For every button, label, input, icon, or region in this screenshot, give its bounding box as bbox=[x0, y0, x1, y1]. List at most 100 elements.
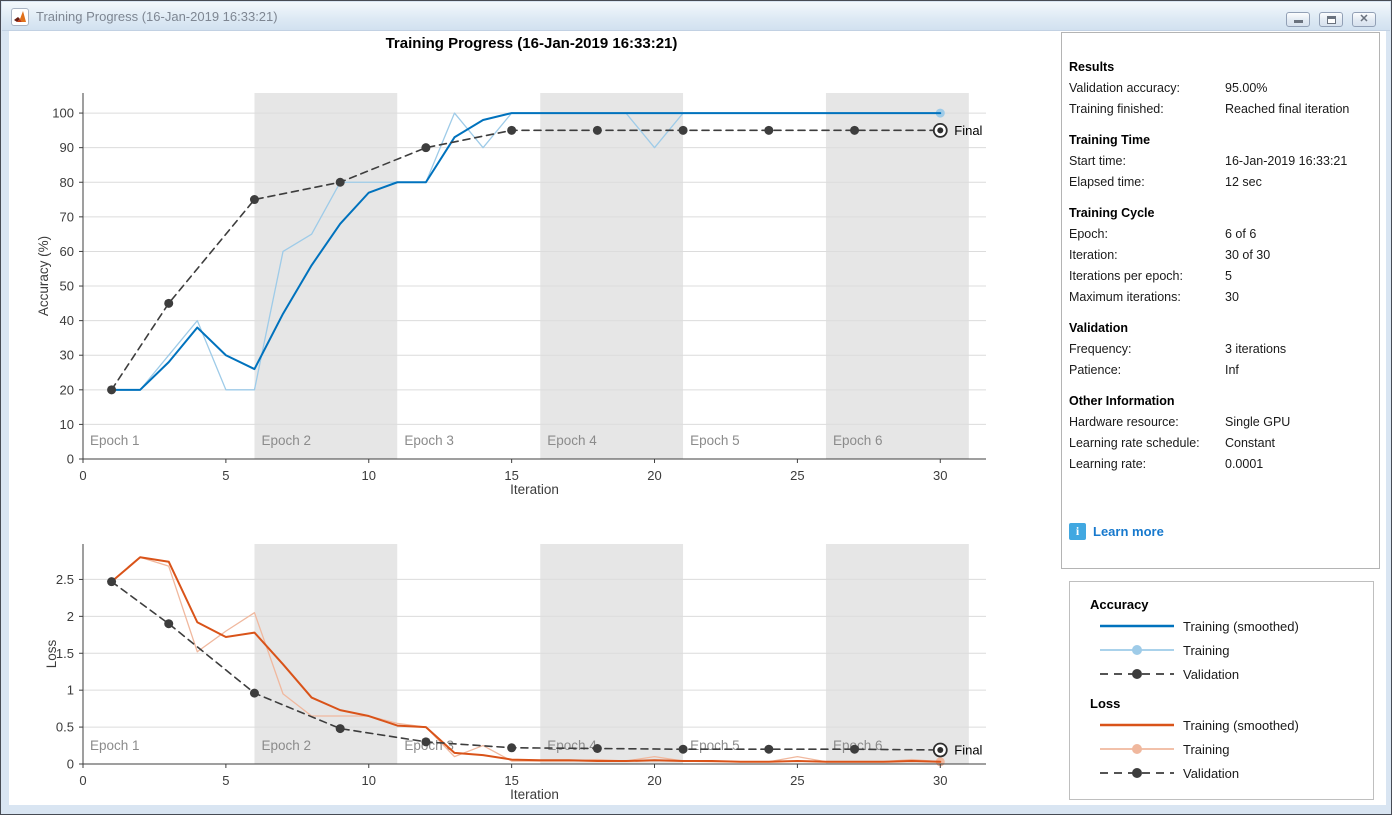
info-value: 5 bbox=[1225, 269, 1232, 283]
info-label: Maximum iterations: bbox=[1069, 290, 1181, 304]
validation-marker bbox=[335, 177, 345, 187]
epoch-label: Epoch 5 bbox=[690, 738, 740, 753]
y-tick-label: 0 bbox=[67, 757, 74, 772]
x-tick-label: 25 bbox=[790, 468, 804, 483]
info-label: Start time: bbox=[1069, 154, 1126, 168]
titlebar[interactable]: Training Progress (16-Jan-2019 16:33:21)… bbox=[2, 2, 1390, 31]
info-value: 6 of 6 bbox=[1225, 227, 1257, 241]
legend-item-label: Validation bbox=[1183, 765, 1240, 781]
info-icon: i bbox=[1069, 523, 1086, 540]
info-row: Maximum iterations: 30 bbox=[1062, 287, 1379, 308]
epoch-band bbox=[254, 544, 398, 764]
info-label: Patience: bbox=[1069, 363, 1122, 377]
restore-button[interactable] bbox=[1319, 12, 1343, 27]
epoch-label: Epoch 6 bbox=[833, 433, 883, 448]
y-tick-label: 30 bbox=[60, 348, 74, 363]
info-value: Inf bbox=[1225, 363, 1239, 377]
legend-sample-dashed-dot bbox=[1100, 669, 1174, 679]
accuracy-ylabel: Accuracy (%) bbox=[36, 236, 51, 316]
accuracy-chart: Epoch 1 Epoch 2 Epoch 3 Epoch 4 Epoch 5 Epoch… bbox=[36, 93, 986, 497]
legend-sample-dot-line bbox=[1100, 645, 1174, 655]
legend-group-title: Loss bbox=[1090, 696, 1121, 711]
minimize-button[interactable] bbox=[1286, 12, 1310, 27]
legend-item: Validation bbox=[1070, 761, 1373, 785]
info-label: Training finished: bbox=[1069, 102, 1164, 116]
info-section-header: Validation bbox=[1069, 321, 1129, 335]
x-tick-label: 10 bbox=[362, 773, 376, 788]
info-section: Training Time Start time: 16-Jan-2019 16:3… bbox=[1062, 130, 1379, 193]
validation-marker bbox=[507, 743, 517, 753]
info-value: 0.0001 bbox=[1225, 457, 1264, 471]
loss-ylabel: Loss bbox=[44, 639, 59, 668]
learn-more-link[interactable]: i Learn more bbox=[1069, 523, 1164, 540]
y-tick-label: 0 bbox=[67, 452, 74, 467]
legend-item: Training (smoothed) bbox=[1070, 713, 1373, 737]
info-label: Validation accuracy: bbox=[1069, 81, 1180, 95]
epoch-band bbox=[683, 93, 826, 459]
legend-item-label: Training bbox=[1183, 741, 1230, 757]
validation-marker bbox=[107, 385, 117, 395]
x-tick-label: 20 bbox=[647, 468, 661, 483]
epoch-band bbox=[83, 544, 255, 764]
y-tick-label: 10 bbox=[60, 417, 74, 432]
page-title: Training Progress (16-Jan-2019 16:33:21) bbox=[385, 35, 678, 52]
info-sections: Results Validation accuracy: 95.00% Trainin… bbox=[1062, 57, 1379, 475]
validation-marker bbox=[421, 143, 431, 153]
matlab-icon bbox=[11, 8, 29, 26]
info-value: 95.00% bbox=[1225, 81, 1268, 95]
epoch-label: Epoch 3 bbox=[404, 433, 454, 448]
x-tick-label: 10 bbox=[362, 468, 376, 483]
info-section-header: Training Cycle bbox=[1069, 206, 1155, 220]
legend-sample-dashed-dot bbox=[1100, 768, 1174, 778]
legend-group: Accuracy Training (smoothed) Training Valid… bbox=[1070, 596, 1373, 686]
info-label: Elapsed time: bbox=[1069, 175, 1145, 189]
legend-box: Accuracy Training (smoothed) Training Valid… bbox=[1069, 581, 1374, 800]
info-row: Learning rate: 0.0001 bbox=[1062, 454, 1379, 475]
validation-marker bbox=[335, 724, 345, 734]
legend-sample-solid bbox=[1100, 723, 1174, 727]
info-row: Learning rate schedule: Constant bbox=[1062, 433, 1379, 454]
validation-marker bbox=[164, 298, 174, 308]
epoch-band bbox=[540, 93, 684, 459]
x-tick-label: 30 bbox=[933, 773, 947, 788]
info-section: Validation Frequency: 3 iterations Patience… bbox=[1062, 318, 1379, 381]
epoch-label: Epoch 2 bbox=[261, 738, 311, 753]
legend-item-label: Training (smoothed) bbox=[1183, 717, 1299, 733]
minimize-icon bbox=[1293, 20, 1303, 23]
validation-marker bbox=[850, 125, 860, 135]
y-tick-label: 80 bbox=[60, 175, 74, 190]
legend-item: Training (smoothed) bbox=[1070, 614, 1373, 638]
legend-group-title: Accuracy bbox=[1090, 597, 1149, 612]
info-value: Single GPU bbox=[1225, 415, 1291, 429]
validation-marker bbox=[678, 125, 688, 135]
info-value: Constant bbox=[1225, 436, 1276, 450]
info-section-header: Training Time bbox=[1069, 133, 1151, 147]
info-row: Validation accuracy: 95.00% bbox=[1062, 78, 1379, 99]
epoch-label: Epoch 4 bbox=[547, 433, 597, 448]
legend-item-label: Training bbox=[1183, 642, 1230, 658]
info-label: Iterations per epoch: bbox=[1069, 269, 1183, 283]
x-tick-label: 5 bbox=[222, 773, 229, 788]
validation-marker bbox=[421, 737, 431, 747]
validation-marker bbox=[164, 619, 174, 629]
validation-marker bbox=[764, 125, 774, 135]
info-row: Iteration: 30 of 30 bbox=[1062, 245, 1379, 266]
close-button[interactable]: ✕ bbox=[1352, 12, 1376, 27]
info-value: 30 of 30 bbox=[1225, 248, 1271, 262]
y-tick-label: 100 bbox=[52, 106, 74, 121]
info-row: Elapsed time: 12 sec bbox=[1062, 172, 1379, 193]
validation-marker bbox=[850, 744, 860, 754]
learn-more-label: Learn more bbox=[1093, 524, 1164, 539]
epoch-band bbox=[825, 544, 969, 764]
y-tick-label: 90 bbox=[60, 140, 74, 155]
y-tick-label: 2 bbox=[67, 609, 74, 624]
x-tick-label: 20 bbox=[647, 773, 661, 788]
epoch-band bbox=[83, 93, 255, 459]
epoch-band bbox=[397, 93, 541, 459]
final-marker-dot bbox=[937, 127, 944, 134]
loss-chart: Epoch 1 Epoch 2 Epoch 3 Epoch 4 Epoch 5 Epoch… bbox=[44, 544, 986, 802]
info-label: Learning rate schedule: bbox=[1069, 436, 1200, 450]
loss-xlabel: Iteration bbox=[510, 787, 559, 802]
info-label: Hardware resource: bbox=[1069, 415, 1179, 429]
info-section: Results Validation accuracy: 95.00% Trainin… bbox=[1062, 57, 1379, 120]
